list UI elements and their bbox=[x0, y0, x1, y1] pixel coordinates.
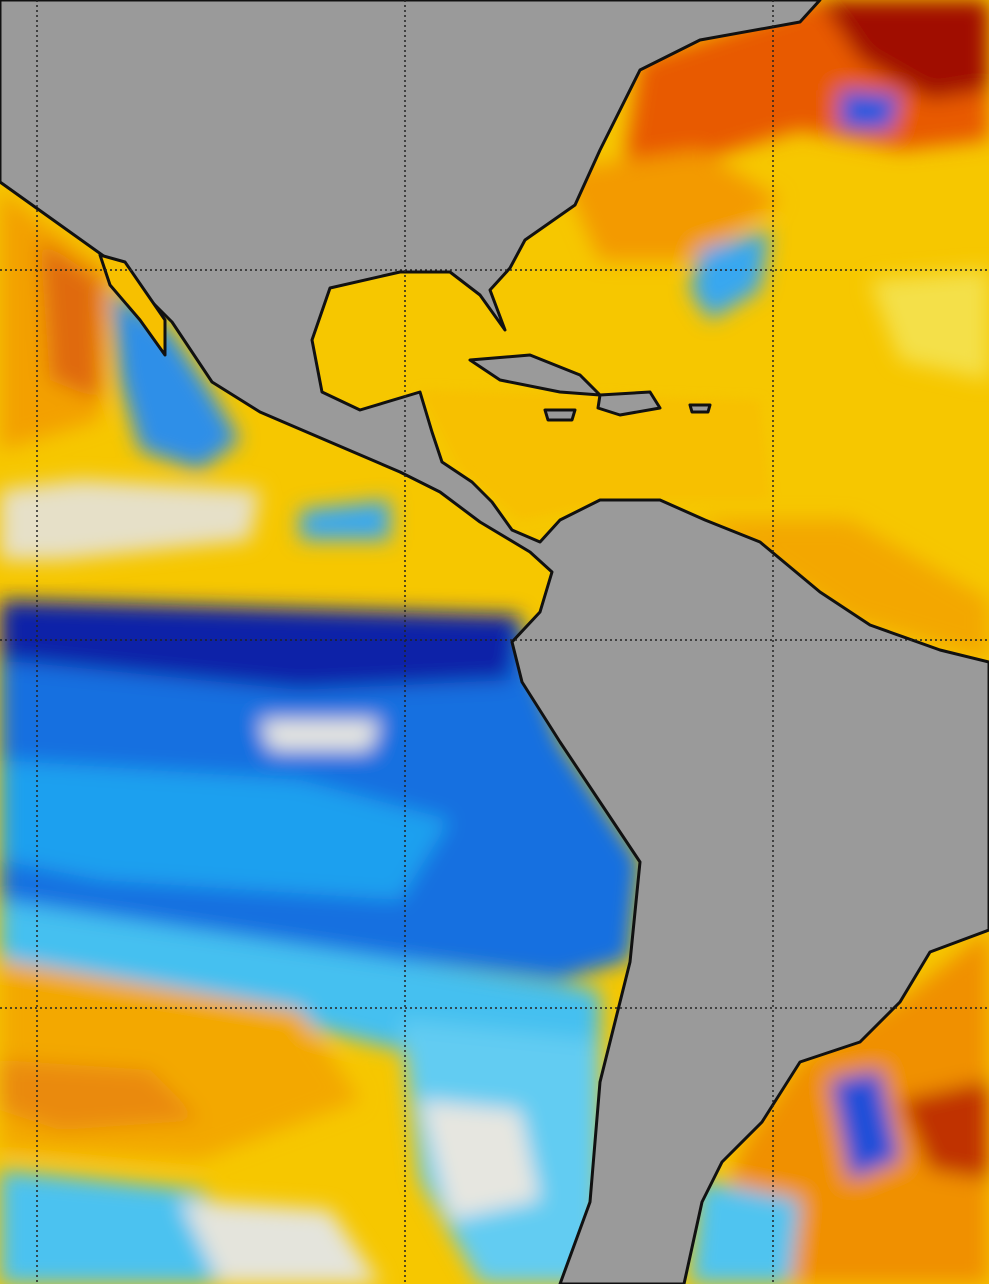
cool-patch bbox=[110, 290, 240, 470]
hot-patch bbox=[900, 1080, 989, 1180]
warm-patch bbox=[0, 1060, 200, 1130]
neutral-patch bbox=[180, 1200, 380, 1284]
warm-patch bbox=[560, 150, 780, 260]
cool-patch bbox=[0, 900, 600, 1060]
hot-patch bbox=[820, 0, 989, 100]
jamaica bbox=[543, 408, 577, 422]
neutral-patch bbox=[0, 480, 260, 560]
gulf-of-california bbox=[98, 253, 167, 357]
neutral-patch bbox=[420, 1100, 540, 1220]
neutral-patch bbox=[260, 720, 380, 750]
cold-core bbox=[0, 600, 520, 690]
cool-patch bbox=[0, 760, 450, 900]
warm-patch bbox=[420, 390, 770, 520]
caribbean bbox=[420, 390, 770, 520]
mild-patch bbox=[870, 270, 989, 380]
cool-patch bbox=[690, 230, 770, 320]
warm-patch bbox=[40, 240, 100, 400]
cool-patch bbox=[300, 500, 390, 540]
cool-patch bbox=[840, 90, 900, 130]
hispaniola bbox=[596, 390, 662, 417]
puerto-rico bbox=[688, 403, 712, 414]
cool-patch bbox=[830, 1070, 900, 1180]
